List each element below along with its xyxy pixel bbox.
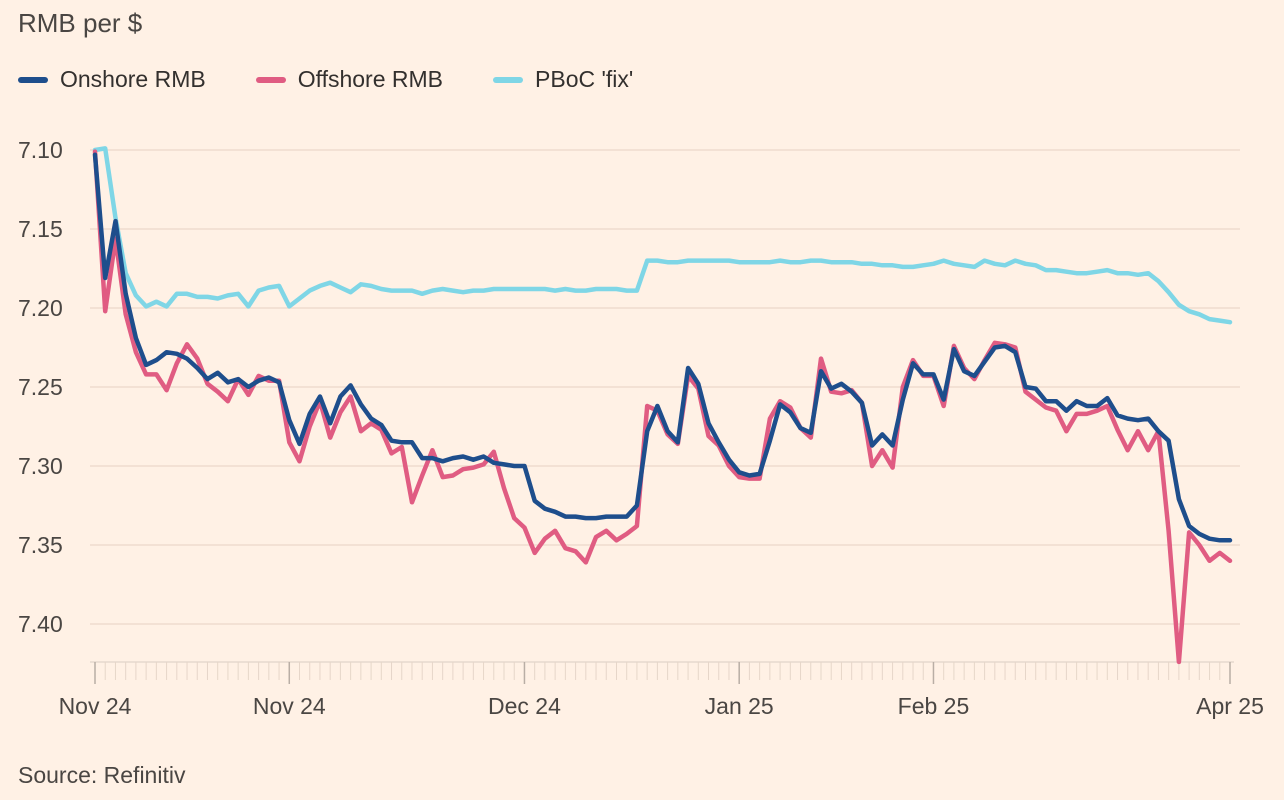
x-tick-label: Dec 24 — [488, 693, 561, 719]
legend-swatch-pboc-fix — [493, 76, 524, 83]
y-tick-label: 7.40 — [18, 611, 63, 637]
y-tick-label: 7.30 — [18, 453, 63, 479]
legend-swatch-offshore — [255, 76, 286, 83]
x-tick-label: Apr 25 — [1196, 693, 1264, 719]
legend-swatch-onshore — [18, 76, 48, 83]
x-tick-label: Nov 24 — [253, 693, 326, 719]
x-tick-label: Jan 25 — [705, 693, 774, 719]
series-lines — [92, 146, 1233, 665]
legend-label-offshore: Offshore RMB — [297, 66, 444, 92]
y-tick-label: 7.35 — [18, 532, 63, 558]
y-tick-label: 7.10 — [18, 137, 63, 163]
y-tick-label: 7.15 — [18, 216, 63, 242]
legend: Onshore RMB Offshore RMB PBoC 'fix' — [18, 66, 683, 93]
legend-item-onshore: Onshore RMB — [18, 66, 206, 93]
legend-label-pboc-fix: PBoC 'fix' — [535, 66, 634, 92]
x-ticks: Nov 24 Nov 24 Dec 24 Jan 25 Feb 25 Apr 25 — [59, 661, 1264, 719]
y-tick-label: 7.25 — [18, 374, 63, 400]
y-tick-labels: 7.10 7.15 7.20 7.25 7.30 7.35 7.40 — [18, 137, 63, 637]
legend-item-pboc-fix: PBoC 'fix' — [493, 66, 633, 93]
y-axis-unit-label: RMB per $ — [18, 8, 143, 38]
x-tick-label: Nov 24 — [59, 693, 132, 719]
source-note: Source: Refinitiv — [18, 762, 186, 788]
y-tick-label: 7.20 — [18, 295, 63, 321]
gridlines — [90, 149, 1240, 625]
x-tick-label: Feb 25 — [898, 693, 970, 719]
onshore-rmb-line — [92, 152, 1233, 543]
pboc-fix-line — [92, 146, 1233, 325]
legend-label-onshore: Onshore RMB — [60, 66, 206, 92]
legend-item-offshore: Offshore RMB — [255, 66, 444, 93]
